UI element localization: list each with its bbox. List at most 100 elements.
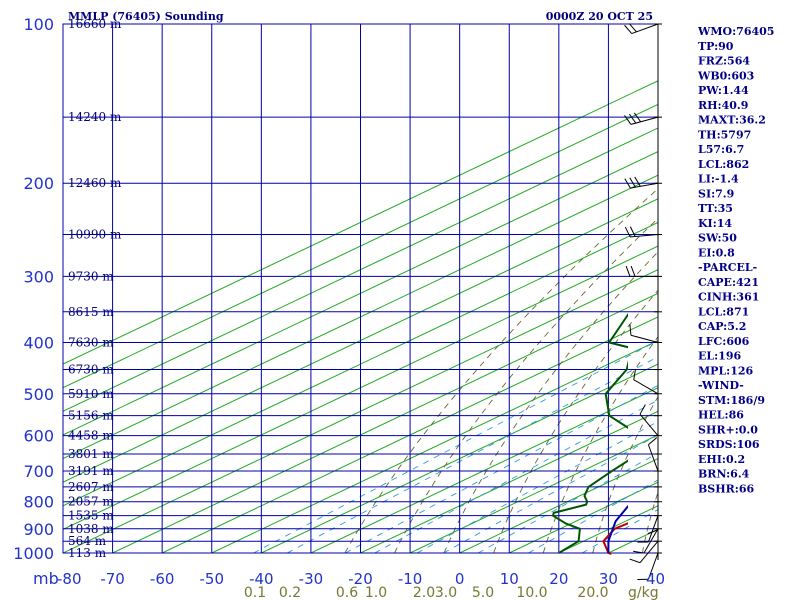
isotherm-line (360, 410, 658, 553)
wind-barb-feather (630, 265, 636, 277)
sounding-index: EI:0.8 (698, 246, 735, 259)
wind-barb-feather (629, 226, 636, 237)
parcel-profile-line (607, 504, 628, 553)
wind-barb-feather (633, 550, 645, 554)
pressure-tick-label: 200 (23, 174, 54, 193)
sounding-index: LI:-1.4 (698, 173, 739, 186)
sounding-index: TP:90 (698, 40, 734, 53)
pressure-axis-label: mb (33, 569, 59, 588)
wind-barb-shaft (647, 444, 659, 472)
isotherm-line (63, 151, 658, 436)
height-label: 3801 m (68, 447, 114, 461)
sounding-index: WB0:603 (697, 69, 754, 82)
temperature-tick-label: -60 (150, 570, 175, 588)
mixing-ratio-label: 0.6 (336, 585, 358, 600)
sounding-index: LCL:871 (698, 305, 749, 318)
mixing-ratio-line (286, 356, 658, 553)
wind-barb-feather (647, 529, 659, 535)
wind-barb-feather (629, 558, 641, 564)
height-label: 6730 m (68, 363, 114, 377)
isotherm-line (63, 245, 658, 530)
mixing-ratio-label: 5.0 (472, 585, 494, 600)
wind-barb-shaft (647, 515, 659, 543)
temperature-tick-label: -30 (299, 570, 324, 588)
dewpoint-profile-line (552, 312, 628, 554)
temperature-profile-line (602, 522, 628, 555)
height-label: 5156 m (68, 409, 114, 423)
wind-barb-feather (628, 23, 637, 33)
wind-barb-feather (628, 113, 637, 124)
pressure-tick-label: 700 (23, 462, 54, 481)
temperature-tick-label: -50 (200, 570, 225, 588)
sounding-index: WMO:76405 (697, 25, 774, 38)
mixing-ratio-unit: g/kg (628, 585, 659, 600)
wind-barb-feather (624, 115, 632, 125)
sounding-index: BRN:6.4 (698, 468, 750, 481)
sounding-index: -PARCEL- (698, 261, 757, 274)
sounding-index: SW:50 (698, 232, 737, 245)
sounding-index: SRDS:106 (698, 438, 760, 451)
height-label: 3191 m (68, 464, 114, 478)
temperature-tick-label: 40 (646, 570, 665, 588)
sounding-index: STM:186/9 (698, 394, 765, 407)
sounding-index: HEL:86 (698, 409, 744, 422)
chart-text: MMLP (76405) Sounding 0000Z 20 OCT 25 10… (13, 10, 665, 600)
isotherm-line (310, 387, 658, 553)
mixing-ratio-label: 3.0 (435, 585, 457, 600)
mixing-ratio-label: 0.2 (279, 585, 301, 600)
temperature-tick-label: 10 (500, 570, 519, 588)
height-label: 113 m (68, 546, 107, 560)
height-label: 9730 m (68, 269, 114, 283)
sounding-index: -WIND- (698, 379, 744, 392)
sounding-index: MAXT:36.2 (698, 114, 766, 127)
sounding-index: CINH:361 (698, 291, 759, 304)
mixing-ratio-line (477, 452, 658, 553)
dry-adiabat-line (542, 336, 658, 553)
height-label: 14240 m (68, 110, 122, 124)
temperature-tick-label: -10 (398, 570, 423, 588)
isotherm-line (261, 363, 658, 553)
wind-profile-column (624, 23, 662, 580)
isotherm-line (63, 103, 658, 389)
height-label: 564 m (68, 534, 107, 548)
sounding-index: L57:6.7 (698, 143, 744, 156)
pressure-tick-label: 1000 (13, 544, 54, 563)
wind-barb-feather (639, 404, 646, 415)
mixing-ratio-line (528, 479, 658, 553)
isotherm-line (409, 434, 658, 553)
height-label: 16660 m (68, 17, 122, 31)
wind-barb-shaft (633, 379, 659, 395)
isotherm-line (63, 80, 658, 365)
wind-barb-feather (624, 24, 633, 34)
sounding-index: SHR+:0.0 (698, 423, 758, 436)
wind-barb-shaft (630, 334, 659, 343)
pressure-tick-label: 100 (23, 15, 54, 34)
sounding-index: CAPE:421 (698, 276, 759, 289)
temperature-tick-label: -70 (100, 570, 125, 588)
chart-title: MMLP (76405) Sounding (68, 10, 224, 23)
temperature-tick-label: 0 (455, 570, 465, 588)
mixing-ratio-label: 10.0 (516, 585, 547, 600)
height-label: 5910 m (68, 387, 114, 401)
wind-barb-feather (633, 112, 642, 123)
isotherm-line (63, 127, 658, 412)
wind-barb-shaft (647, 552, 659, 580)
pressure-tick-label: 400 (23, 333, 54, 352)
height-label: 7630 m (68, 335, 114, 349)
wind-barb-shaft (643, 528, 659, 554)
wind-barb-feather (624, 226, 631, 238)
isotherm-line (63, 221, 658, 507)
wind-barb-feather (629, 324, 632, 336)
wind-barb-shaft (639, 413, 659, 436)
isotherm-line (161, 316, 658, 553)
mixing-ratio-label: 1.0 (365, 585, 387, 600)
temperature-tick-label: -40 (249, 570, 274, 588)
sounding-index: TT:35 (698, 202, 733, 215)
pressure-tick-label: 500 (23, 385, 54, 404)
wind-barb-feather (633, 368, 637, 380)
diagram-background-lines (63, 80, 658, 553)
height-label: 10990 m (68, 228, 122, 242)
mixing-ratio-label: 0.1 (244, 585, 266, 600)
mixing-ratio-line (581, 509, 658, 553)
